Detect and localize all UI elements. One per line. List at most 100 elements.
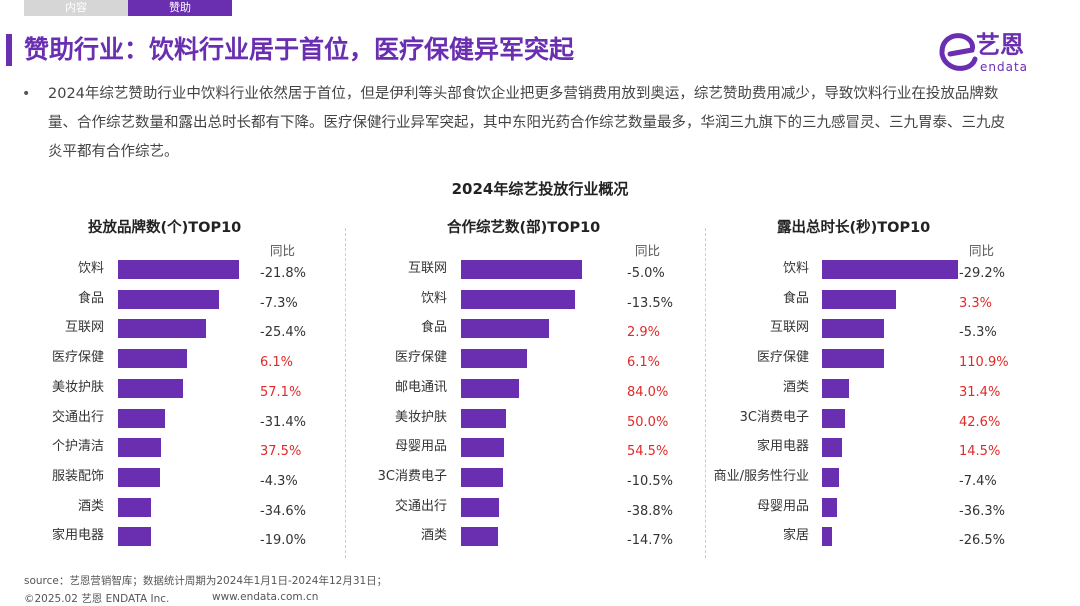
bar (461, 349, 527, 369)
category-label: 互联网 (407, 261, 447, 276)
category-label: 3C消费电子 (739, 409, 809, 425)
category-label: 交通出行 (394, 498, 447, 514)
yoy-value: -4.3% (260, 473, 298, 489)
category-label: 美妆护肤 (51, 379, 104, 395)
yoy-value: 42.6% (959, 414, 1001, 430)
category-label: 母婴用品 (394, 439, 447, 455)
bar (822, 349, 884, 369)
bar (461, 289, 575, 309)
category-label: 饮料 (77, 261, 104, 276)
bar (822, 467, 839, 487)
footer-copyright: ©2025.02 艺恩 ENDATA Inc. (24, 593, 170, 605)
yoy-value: -21.8% (260, 266, 306, 281)
yoy-value: 3.3% (959, 295, 993, 311)
category-label: 医疗保健 (756, 350, 809, 366)
bar (822, 378, 849, 398)
yoy-value: -31.4% (260, 414, 306, 430)
bar (822, 319, 884, 339)
category-label: 饮料 (420, 290, 447, 306)
category-label: 互联网 (64, 320, 104, 336)
bar (118, 527, 151, 547)
bar-chart-1: 投放品牌数(个)TOP10 同比 饮料 -21.8% 食品 -7.3% 互联网 -25.4% 医… (0, 210, 360, 565)
logo-text: 艺恩 (976, 31, 1024, 59)
logo-subtext: endata (980, 60, 1029, 74)
yoy-value: 31.4% (959, 384, 1001, 400)
bar (822, 497, 837, 517)
yoy-value: 57.1% (260, 384, 302, 400)
yoy-value: -34.6% (260, 503, 306, 519)
category-label: 酒类 (420, 528, 447, 544)
yoy-value: 14.5% (959, 444, 1001, 460)
bar (822, 408, 845, 428)
category-label: 医疗保健 (51, 350, 104, 366)
yoy-value: -13.5% (627, 295, 673, 311)
category-label: 邮电通讯 (394, 379, 447, 395)
yoy-value: -26.5% (959, 533, 1005, 549)
endata-logo: 艺恩 endata (936, 30, 1046, 74)
yoy-value: 50.0% (627, 414, 669, 430)
yoy-header: 同比 (969, 243, 995, 258)
chart-divider-2 (705, 228, 706, 558)
tab-sponsorship[interactable]: 赞助 (128, 0, 232, 16)
page-title: 赞助行业：饮料行业居于首位，医疗保健异军突起 (24, 35, 575, 64)
chart-title: 合作综艺数(部)TOP10 (447, 220, 601, 236)
chart-title: 露出总时长(秒)TOP10 (777, 220, 931, 236)
yoy-value: -7.3% (260, 295, 298, 311)
yoy-value: -7.4% (959, 473, 997, 489)
yoy-value: 84.0% (627, 384, 669, 400)
yoy-value: -36.3% (959, 503, 1005, 519)
category-label: 3C消费电子 (377, 468, 447, 484)
bar (461, 527, 498, 547)
yoy-value: -14.7% (627, 533, 673, 549)
yoy-value: 2.9% (627, 325, 661, 341)
category-label: 酒类 (77, 498, 104, 514)
category-label: 食品 (420, 320, 447, 336)
yoy-value: 37.5% (260, 444, 302, 460)
title-accent-bar (6, 34, 12, 66)
category-label: 服装配饰 (51, 468, 104, 484)
bar (461, 438, 504, 458)
yoy-value: -19.0% (260, 533, 306, 549)
yoy-value: 6.1% (260, 355, 294, 371)
bar-chart-2: 合作综艺数(部)TOP10 同比互联网 -5.0% 饮料 -13.5% 食品 2.9% 医疗保… (345, 210, 705, 565)
category-label: 互联网 (769, 320, 809, 336)
tab-content[interactable]: 内容 (24, 0, 128, 16)
description-text: 2024年综艺赞助行业中饮料行业依然居于首位，但是伊利等头部食饮企业把更多营销费… (48, 86, 1005, 160)
category-label: 家居 (782, 528, 809, 544)
bar (118, 408, 165, 428)
category-label: 个护清洁 (51, 439, 104, 455)
category-label: 家用电器 (756, 439, 809, 455)
yoy-value: -10.5% (627, 473, 673, 489)
bar (461, 467, 503, 487)
yoy-value: 110.9% (959, 355, 1009, 371)
yoy-header: 同比 (635, 243, 661, 258)
bar (118, 260, 239, 279)
bar (822, 527, 832, 547)
yoy-value: -25.4% (260, 325, 306, 341)
bar (461, 497, 499, 517)
section-tabs: 内容 赞助 (24, 0, 232, 16)
bar (118, 497, 151, 517)
category-label: 医疗保健 (394, 350, 447, 366)
bar (118, 378, 183, 398)
bar (461, 408, 506, 428)
yoy-value: 6.1% (627, 355, 661, 371)
yoy-value: -38.8% (627, 503, 673, 519)
bar (822, 438, 842, 458)
endata-logo-icon (939, 33, 978, 71)
bullet-dot: • (22, 86, 31, 102)
category-label: 家用电器 (51, 528, 104, 544)
bar (461, 319, 549, 339)
yoy-value: -29.2% (959, 266, 1005, 281)
yoy-value: -5.0% (627, 266, 665, 281)
chart-title: 投放品牌数(个)TOP10 (88, 220, 242, 236)
bar (118, 467, 160, 487)
yoy-value: -5.3% (959, 325, 997, 341)
bar (118, 319, 206, 339)
bar (118, 349, 187, 369)
category-label: 交通出行 (51, 409, 104, 425)
bar (461, 378, 519, 398)
category-label: 酒类 (782, 379, 809, 395)
category-label: 食品 (782, 290, 809, 306)
footer-source: source：艺恩营销智库；数据统计周期为2024年1月1日-2024年12月3… (24, 575, 388, 587)
